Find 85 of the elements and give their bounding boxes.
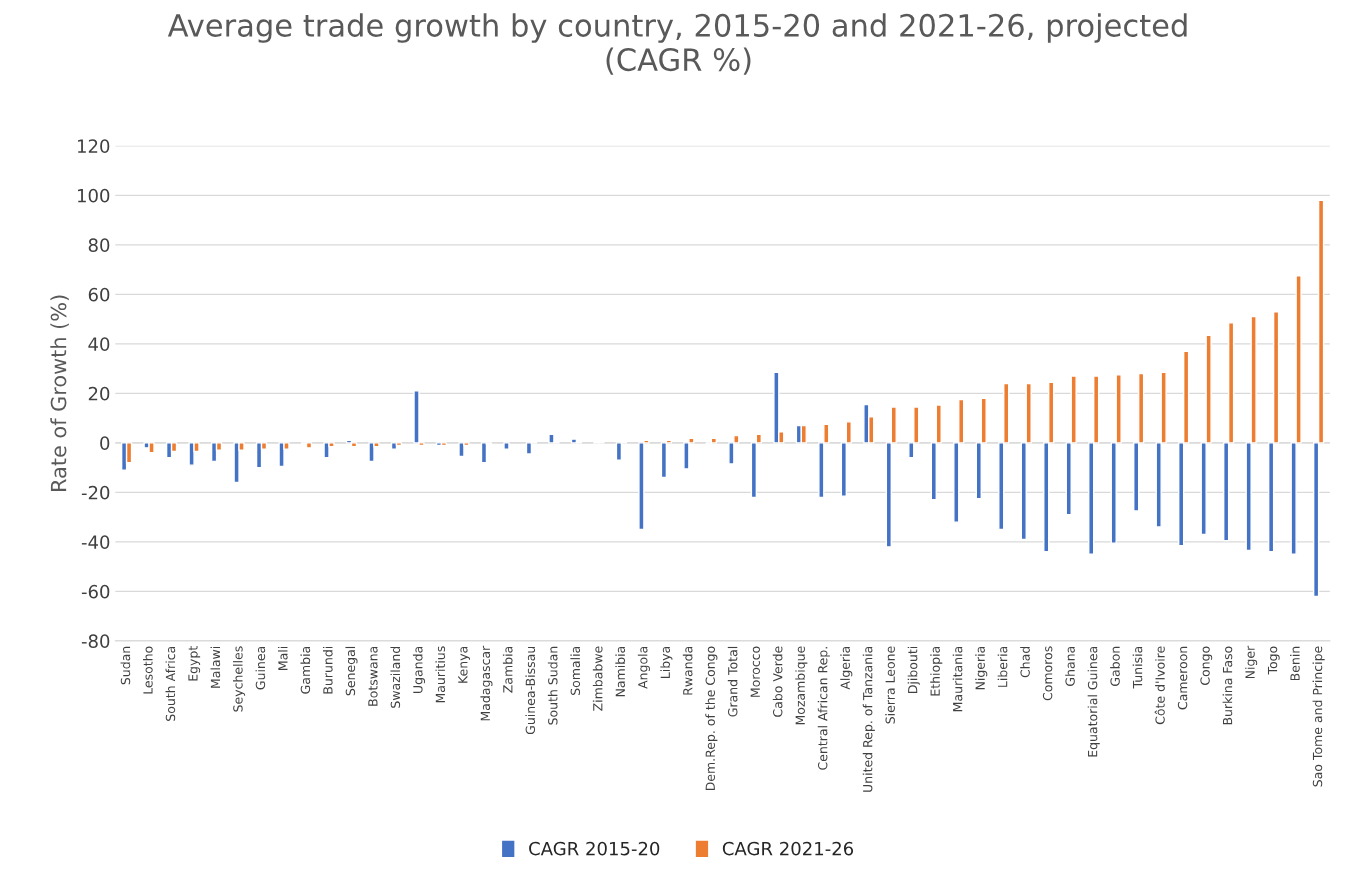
x-tick-label: Mauritania: [952, 646, 963, 712]
bar: [773, 371, 780, 444]
x-tick-label: Mali: [277, 646, 288, 670]
x-tick-label: Cabo Verde: [772, 646, 783, 717]
bar: [305, 442, 313, 449]
x-tick-label: Equatorial Guinea: [1087, 646, 1100, 757]
bar: [345, 439, 353, 444]
x-tick-label: Guinea-Bissau: [525, 646, 536, 735]
x-tick-label: South Africa: [165, 646, 176, 721]
y-tick-label: 60: [88, 287, 110, 302]
x-tick-label: Nigeria: [975, 646, 988, 690]
x-tick-label: Algeria: [840, 646, 853, 690]
x-tick-label: Grand Total: [727, 646, 738, 717]
x-tick-label: Ghana: [1065, 646, 1075, 686]
legend-label: CAGR 2021-26: [722, 841, 854, 856]
bar: [800, 424, 807, 444]
x-tick-label: Uganda: [412, 646, 426, 693]
x-tick-label: Madagascar: [480, 645, 493, 721]
bar: [525, 442, 533, 455]
x-tick-label: Angola: [637, 646, 650, 689]
x-tick-label: Burkina Faso: [1222, 646, 1233, 725]
x-tick-label: Somalia: [570, 646, 581, 695]
x-tick-label: Benin: [1290, 646, 1300, 681]
x-tick-label: Gabon: [1110, 646, 1120, 686]
x-tick-label: Congo: [1200, 646, 1213, 685]
x-tick-label: Seychelles: [233, 646, 246, 712]
x-tick-label: Zambia: [502, 646, 513, 693]
x-tick-label: Sierra Leone: [885, 646, 895, 724]
y-tick-label: 0: [100, 436, 110, 450]
y-tick-label: -20: [81, 485, 110, 500]
chart-title: Average trade growth by country, 2015-20 and 2021-26, projected (CAGR %): [167, 13, 1187, 75]
bar: [255, 442, 263, 469]
y-tick-label: 80: [88, 238, 110, 252]
x-tick-label: Dem.Rep. of the Congo: [705, 646, 718, 791]
bar: [390, 442, 398, 450]
x-tick-label: Togo: [1267, 646, 1280, 675]
x-tick-label: Ethiopia: [930, 646, 943, 696]
x-tick-label: Morocco: [750, 646, 760, 697]
y-tick-label: -80: [81, 634, 110, 649]
y-axis-title: Rate of Growth (%): [50, 295, 69, 491]
x-tick-label: Chad: [1020, 646, 1030, 678]
y-tick-label: -40: [81, 535, 110, 550]
bar: [660, 442, 668, 479]
x-tick-label: Namibia: [615, 646, 626, 697]
y-tick-label: 20: [88, 386, 110, 401]
bar: [395, 442, 403, 447]
x-tick-label: Kenya: [458, 646, 470, 683]
y-tick-label: 40: [88, 337, 110, 351]
x-tick-label: South Sudan: [547, 646, 558, 725]
x-tick-label: Libya: [660, 646, 673, 678]
bar: [503, 442, 510, 450]
x-tick-label: Mauritius: [435, 646, 446, 703]
y-tick-label: -60: [81, 584, 110, 599]
x-tick-label: Comoros: [1042, 646, 1053, 701]
x-tick-label: Guinea: [255, 646, 266, 690]
x-tick-label: Tunisia: [1132, 646, 1143, 689]
x-tick-label: Malawi: [210, 646, 221, 688]
y-tick-label: 120: [78, 139, 110, 153]
y-tick-label: 100: [78, 188, 110, 203]
x-tick-label: Burundi: [322, 646, 333, 694]
x-tick-label: Niger: [1245, 645, 1258, 679]
bar: [710, 437, 718, 444]
x-tick-label: Côte d'Ivoire: [1154, 646, 1165, 725]
x-tick-label: Swaziland: [390, 646, 401, 708]
x-tick-label: Rwanda: [682, 646, 693, 695]
x-tick-label: Cameroon: [1177, 646, 1188, 710]
x-tick-label: Liberia: [997, 646, 1008, 687]
x-tick-label: Sudan: [120, 646, 131, 685]
x-tick-label: Sao Tome and Principe: [1312, 646, 1325, 787]
bar: [440, 442, 448, 447]
bar: [615, 442, 623, 461]
x-tick-label: Zimbabwe: [592, 646, 603, 711]
x-tick-label: Egypt: [188, 646, 201, 681]
x-tick-label: Mozambique: [795, 646, 808, 725]
x-tick-label: Gambia: [300, 646, 311, 694]
x-tick-label: Central African Rep.: [817, 647, 830, 770]
x-tick-label: Senegal: [345, 646, 358, 696]
legend-label: CAGR 2015-20: [529, 841, 660, 856]
bar: [350, 442, 358, 448]
x-tick-label: Djibouti: [907, 646, 920, 693]
bar: [570, 438, 578, 444]
x-tick-label: Botswana: [368, 646, 378, 706]
bar: [480, 442, 488, 464]
x-tick-label: United Rep. of Tanzania: [862, 646, 875, 792]
x-tick-label: Lesotho: [143, 646, 153, 694]
